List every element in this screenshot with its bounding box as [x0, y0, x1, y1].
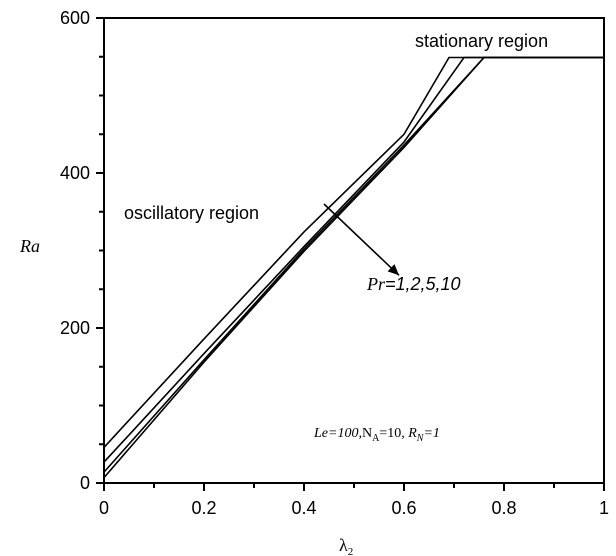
axes: 0 0.2 0.4 0.6 0.8 1 0 200 400 600: [60, 8, 609, 518]
x-tick-label: 0.6: [391, 498, 416, 518]
param-na-val: =10,: [379, 426, 408, 441]
x-axis-label: λ2: [339, 535, 353, 556]
annotation-oscillatory-region: oscillatory region: [124, 203, 259, 223]
param-rn-val: =1: [423, 426, 439, 441]
annotation-stationary-region: stationary region: [415, 31, 548, 51]
y-tick-label: 200: [60, 318, 90, 338]
y-tick-label: 400: [60, 163, 90, 183]
pr-arrow-head: [387, 264, 399, 276]
annotation-parameters: Le=100,NA=10, RN=1: [313, 426, 440, 444]
pr-arrow-shaft: [323, 203, 400, 276]
param-na: N: [362, 426, 372, 441]
annotations: stationary region oscillatory region Pr=…: [124, 31, 548, 444]
annotation-pr-values: Pr=1,2,5,10: [366, 274, 461, 294]
annotation-pr-italic: Pr: [366, 274, 386, 294]
x-axis-label-main: λ: [339, 535, 348, 555]
x-axis-label-sub: 2: [348, 546, 354, 556]
x-tick-label: 0.8: [491, 498, 516, 518]
y-axis-label: Ra: [19, 236, 40, 256]
param-le: Le=100,: [313, 426, 362, 441]
series-line-4: [103, 56, 604, 479]
plot-frame: [103, 17, 605, 484]
param-rn: R: [407, 426, 417, 441]
annotation-pr-numbers: =1,2,5,10: [385, 274, 461, 294]
x-tick-label: 1: [599, 498, 609, 518]
series-group: [103, 56, 604, 479]
param-na-sub: A: [372, 433, 380, 444]
x-tick-label: 0.2: [191, 498, 216, 518]
series-line-3: [103, 56, 604, 473]
y-tick-label: 600: [60, 8, 90, 28]
x-tick-label: 0: [99, 498, 109, 518]
y-tick-label: 0: [80, 473, 90, 493]
x-tick-label: 0.4: [291, 498, 316, 518]
series-line-2: [103, 56, 604, 463]
param-rn-sub: N: [416, 433, 425, 444]
